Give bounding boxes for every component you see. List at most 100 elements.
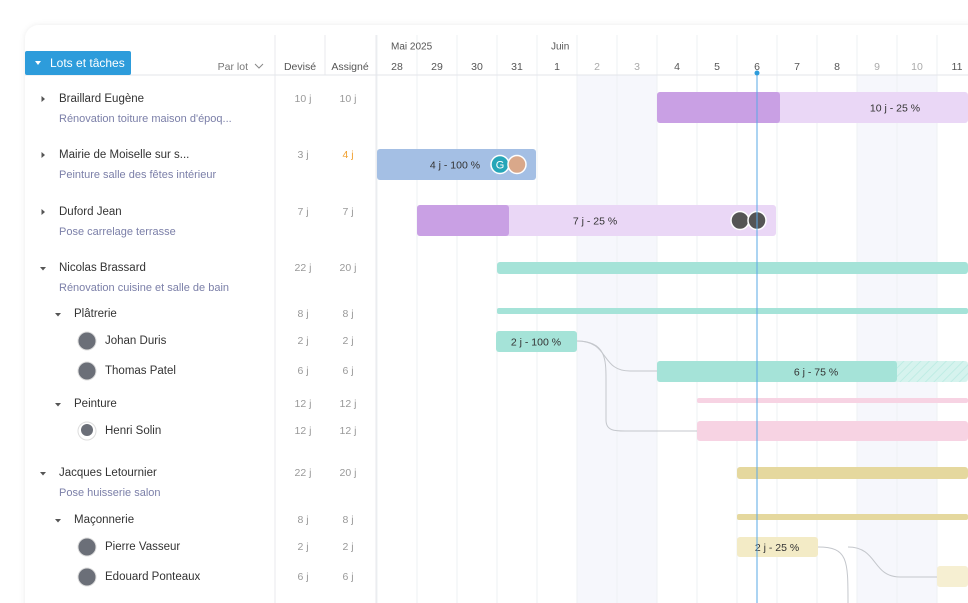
task-bar[interactable] bbox=[697, 421, 968, 441]
assigned: 6 j bbox=[342, 571, 353, 583]
row-name: Plâtrerie bbox=[74, 308, 117, 320]
caret[interactable] bbox=[55, 403, 61, 407]
row-subtitle: Pose carrelage terrasse bbox=[59, 226, 176, 238]
col-quoted: Devisé bbox=[284, 61, 316, 73]
day-label: 8 bbox=[834, 61, 840, 73]
quoted: 7 j bbox=[297, 206, 308, 218]
row-name: Johan Duris bbox=[105, 335, 167, 347]
bar-progress bbox=[417, 205, 509, 236]
avatar bbox=[77, 331, 97, 351]
row-subtitle: Rénovation toiture maison d'époq... bbox=[59, 113, 232, 125]
row-name: Jacques Letournier bbox=[59, 467, 157, 479]
quoted: 22 j bbox=[295, 262, 312, 274]
bar-label: 10 j - 25 % bbox=[870, 102, 920, 114]
task-bar[interactable] bbox=[497, 262, 968, 274]
task-bar[interactable] bbox=[496, 331, 577, 352]
caret bbox=[35, 61, 41, 65]
quoted: 2 j bbox=[297, 335, 308, 347]
caret[interactable] bbox=[55, 313, 61, 317]
avatar bbox=[81, 424, 93, 436]
avatar bbox=[77, 537, 97, 557]
caret[interactable] bbox=[40, 472, 46, 476]
avatar-initial: G bbox=[496, 159, 505, 171]
row-subtitle: Peinture salle des fêtes intérieur bbox=[59, 169, 216, 181]
day-label: 9 bbox=[874, 61, 880, 73]
quoted: 22 j bbox=[295, 467, 312, 479]
group-button[interactable] bbox=[25, 51, 131, 75]
bar-label: 7 j - 25 % bbox=[573, 215, 617, 227]
assigned: 7 j bbox=[342, 206, 353, 218]
task-bar[interactable] bbox=[737, 514, 968, 520]
connector bbox=[817, 546, 849, 603]
row-name: Maçonnerie bbox=[74, 514, 134, 526]
quoted: 12 j bbox=[295, 398, 312, 410]
row-name: Nicolas Brassard bbox=[59, 262, 146, 274]
day-label: 31 bbox=[511, 61, 523, 73]
avatar bbox=[77, 361, 97, 381]
assigned: 8 j bbox=[342, 514, 353, 526]
day-label: 3 bbox=[634, 61, 640, 73]
assigned: 20 j bbox=[340, 467, 357, 479]
task-bar[interactable] bbox=[657, 361, 897, 382]
row-name: Pierre Vasseur bbox=[105, 541, 180, 553]
bar-progress bbox=[657, 92, 780, 123]
quoted: 6 j bbox=[297, 365, 308, 377]
bar-label: 2 j - 25 % bbox=[755, 542, 799, 554]
day-label: 2 bbox=[594, 61, 600, 73]
assigned: 20 j bbox=[340, 262, 357, 274]
row-subtitle: Rénovation cuisine et salle de bain bbox=[59, 282, 229, 294]
day-label: 7 bbox=[794, 61, 800, 73]
assigned: 12 j bbox=[340, 425, 357, 437]
connector bbox=[576, 340, 697, 432]
row-name: Thomas Patel bbox=[105, 365, 176, 377]
col-assigned: Assigné bbox=[331, 61, 369, 73]
row-subtitle: Pose huisserie salon bbox=[59, 487, 161, 499]
caret[interactable] bbox=[41, 96, 46, 102]
day-label: 29 bbox=[431, 61, 443, 73]
caret[interactable] bbox=[55, 519, 61, 523]
task-bar[interactable] bbox=[737, 467, 968, 479]
connector bbox=[847, 546, 937, 578]
day-label: 11 bbox=[952, 61, 963, 73]
chevron bbox=[254, 63, 264, 69]
today-dot bbox=[754, 70, 760, 76]
button-label[interactable]: Lots et tâches bbox=[50, 56, 125, 70]
day-label: 5 bbox=[714, 61, 720, 73]
task-bar[interactable] bbox=[697, 398, 968, 403]
quoted: 8 j bbox=[297, 514, 308, 526]
day-label: 30 bbox=[471, 61, 483, 73]
assigned: 4 j bbox=[342, 149, 353, 161]
task-bar[interactable] bbox=[937, 566, 968, 587]
assigned: 2 j bbox=[342, 541, 353, 553]
quoted: 8 j bbox=[297, 308, 308, 320]
task-bar[interactable] bbox=[497, 308, 968, 314]
assigned: 6 j bbox=[342, 365, 353, 377]
avatar bbox=[730, 210, 750, 231]
bar-label: 4 j - 100 % bbox=[430, 159, 480, 171]
assigned: 10 j bbox=[340, 93, 357, 105]
day-label: 28 bbox=[391, 61, 403, 73]
quoted: 12 j bbox=[295, 425, 312, 437]
bar-label: 2 j - 100 % bbox=[511, 336, 561, 348]
row-name: Braillard Eugène bbox=[59, 93, 144, 105]
row-name: Mairie de Moiselle sur s... bbox=[59, 149, 189, 161]
day-label: 1 bbox=[554, 61, 560, 73]
row-name: Henri Solin bbox=[105, 425, 161, 437]
day-label: 6 bbox=[754, 61, 760, 73]
row-name: Edouard Ponteaux bbox=[105, 571, 201, 583]
caret[interactable] bbox=[41, 209, 46, 215]
assigned: 8 j bbox=[342, 308, 353, 320]
group-by[interactable]: Par lot bbox=[218, 61, 248, 73]
month-label: Mai 2025 bbox=[391, 42, 433, 53]
row-name: Duford Jean bbox=[59, 206, 122, 218]
caret[interactable] bbox=[41, 152, 46, 158]
day-label: 10 bbox=[911, 61, 923, 73]
quoted: 2 j bbox=[297, 541, 308, 553]
assigned: 12 j bbox=[340, 398, 357, 410]
caret[interactable] bbox=[40, 267, 46, 271]
avatar bbox=[77, 567, 97, 587]
month-label: Juin bbox=[551, 42, 569, 53]
quoted: 6 j bbox=[297, 571, 308, 583]
